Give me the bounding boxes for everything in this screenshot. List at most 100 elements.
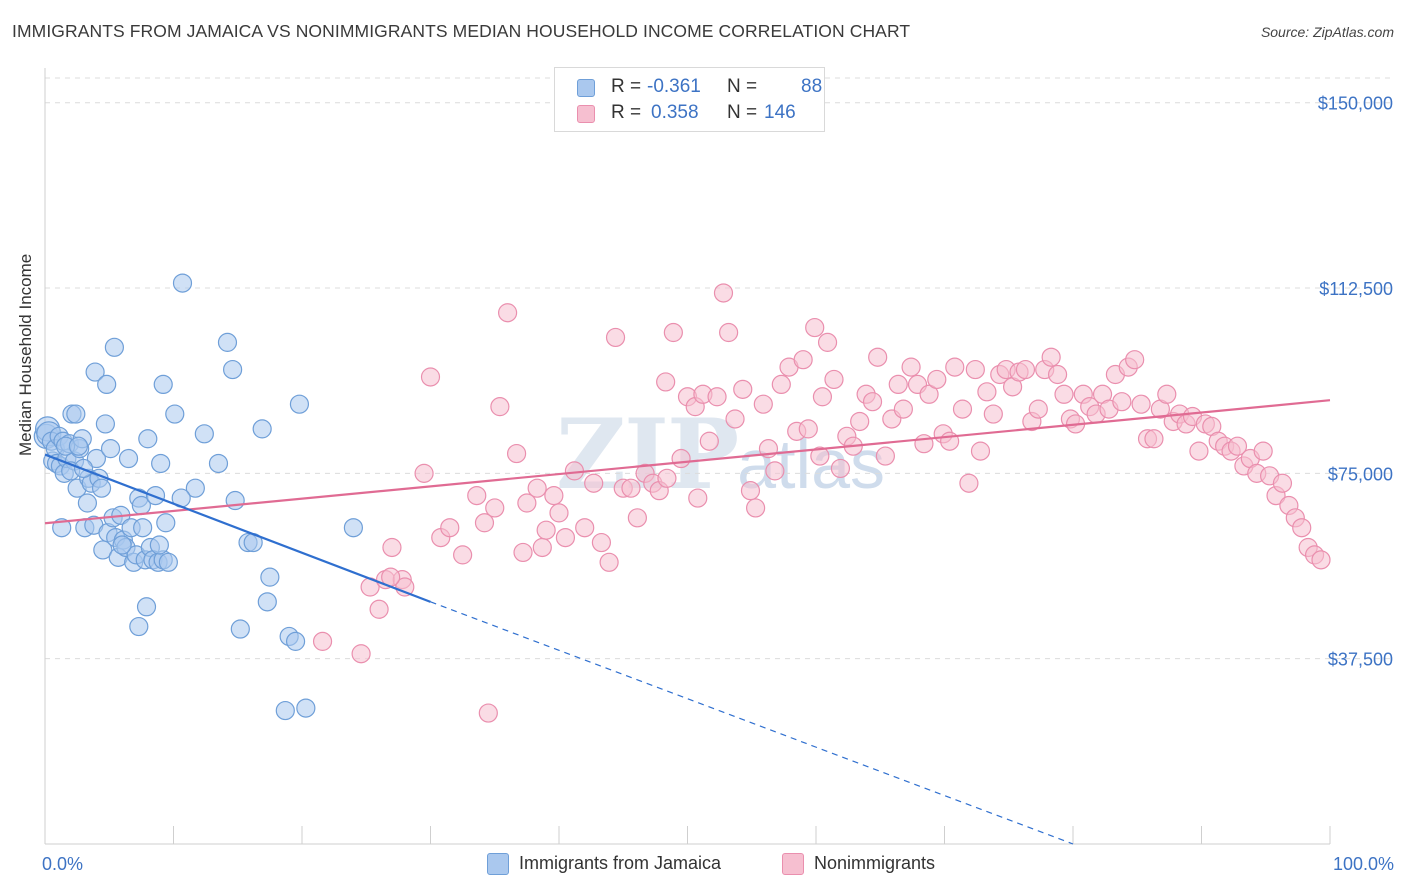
jamaica-point bbox=[118, 448, 139, 469]
nonimmigrants-point bbox=[351, 644, 371, 664]
nonimmigrants-point bbox=[498, 303, 518, 323]
nonimmigrants-point bbox=[919, 384, 939, 404]
nonimmigrants-point bbox=[506, 443, 527, 464]
nonimmigrants-point bbox=[663, 322, 683, 343]
nonimmigrants-point bbox=[868, 347, 888, 367]
jamaica-point bbox=[138, 429, 158, 449]
jamaica-point bbox=[285, 631, 306, 651]
jamaica-point bbox=[85, 362, 105, 382]
nonimmigrants-point bbox=[485, 498, 505, 518]
nonimmigrants-point bbox=[369, 599, 389, 619]
nonimmigrants-point bbox=[1272, 473, 1293, 493]
legend-n-label: N = bbox=[727, 76, 758, 97]
jamaica-point bbox=[133, 518, 153, 538]
correlation-legend: R = -0.361 N = 88 R = 0.358 N = 146 bbox=[554, 67, 825, 132]
legend-r-label: R = bbox=[611, 76, 642, 97]
nonimmigrants-point bbox=[893, 399, 913, 419]
nonimmigrants-point bbox=[875, 446, 895, 466]
nonimmigrants-point bbox=[1015, 359, 1036, 380]
y-tick-label: $75,000 bbox=[1328, 464, 1393, 484]
jamaica-point bbox=[52, 518, 72, 538]
nonimmigrants-point bbox=[555, 527, 576, 548]
nonimmigrants-point bbox=[959, 473, 979, 493]
nonimmigrants-point bbox=[671, 448, 691, 469]
nonimmigrants-point bbox=[817, 332, 838, 352]
jamaica-point bbox=[223, 359, 243, 380]
jamaica-point bbox=[93, 540, 113, 560]
trend-lines bbox=[44, 399, 1331, 845]
jamaica-trend-line bbox=[44, 453, 431, 603]
bottom-legend-label: Nonimmigrants bbox=[814, 853, 936, 873]
jamaica-point bbox=[225, 490, 245, 511]
nonimmigrants-point bbox=[527, 478, 547, 498]
jamaica-point bbox=[91, 478, 112, 498]
nonimmigrants-point bbox=[1041, 347, 1061, 367]
nonimmigrants-point bbox=[699, 431, 719, 451]
watermark: ZIPatlas bbox=[556, 398, 885, 511]
legend-r-value: -0.361 bbox=[647, 76, 701, 97]
nonimmigrants-point bbox=[656, 372, 676, 392]
nonimmigrants-point bbox=[591, 532, 612, 553]
nonimmigrants-point bbox=[983, 404, 1003, 424]
nonimmigrants-point bbox=[584, 473, 604, 493]
nonimmigrants-point bbox=[657, 468, 677, 488]
jamaica-point bbox=[289, 394, 310, 414]
jamaica-point bbox=[100, 439, 121, 459]
nonimmigrants-point bbox=[970, 441, 991, 461]
nonimmigrants-point bbox=[688, 488, 708, 508]
nonimmigrants-point bbox=[824, 369, 844, 390]
nonimmigrants-point bbox=[798, 419, 818, 439]
nonimmigrants-point bbox=[414, 463, 434, 483]
nonimmigrants-point bbox=[945, 357, 965, 377]
nonimmigrants-point bbox=[1189, 441, 1209, 461]
jamaica-point bbox=[185, 478, 205, 498]
nonimmigrants-point bbox=[382, 537, 402, 558]
grid-lines bbox=[45, 77, 1395, 660]
nonimmigrants-point bbox=[810, 446, 830, 466]
jamaica-point bbox=[97, 374, 117, 394]
jamaica-point bbox=[165, 404, 185, 424]
nonimmigrants-point bbox=[1112, 392, 1132, 412]
nonimmigrants-point bbox=[977, 382, 997, 402]
nonimmigrants-point bbox=[850, 411, 870, 432]
nonimmigrants-point bbox=[312, 631, 333, 651]
jamaica-point bbox=[153, 374, 173, 394]
jamaica-point bbox=[230, 619, 250, 639]
nonimmigrants-point bbox=[830, 458, 851, 479]
jamaica-point bbox=[95, 414, 115, 434]
y-tick-label: $112,500 bbox=[1319, 279, 1393, 299]
bottom-legend-swatch-pink bbox=[782, 853, 804, 875]
y-axis-label: Median Household Income bbox=[16, 253, 35, 456]
nonimmigrants-point bbox=[467, 485, 487, 506]
legend-r-label: R = bbox=[611, 102, 642, 123]
nonimmigrants-point bbox=[517, 493, 537, 513]
jamaica-point bbox=[86, 448, 107, 469]
jamaica-points bbox=[33, 273, 363, 721]
nonimmigrants-point bbox=[420, 367, 441, 387]
jamaica-point bbox=[158, 552, 178, 572]
nonimmigrants-point bbox=[536, 520, 556, 540]
nonimmigrants-point bbox=[793, 350, 813, 370]
jamaica-point bbox=[145, 485, 166, 506]
nonimmigrants-point bbox=[1157, 384, 1177, 404]
nonimmigrants-point bbox=[746, 498, 766, 518]
nonimmigrants-point bbox=[549, 503, 569, 523]
nonimmigrants-point bbox=[544, 485, 564, 506]
nonimmigrants-point bbox=[771, 374, 791, 394]
nonimmigrants-point bbox=[965, 359, 985, 380]
nonimmigrants-point bbox=[888, 374, 908, 394]
nonimmigrants-point bbox=[490, 397, 510, 417]
jamaica-point bbox=[149, 535, 169, 555]
nonimmigrants-point bbox=[707, 387, 727, 407]
tick-labels: $37,500 $75,000 $112,500 $150,000 0.0% 100.0% bbox=[42, 94, 1394, 874]
jamaica-point bbox=[296, 698, 316, 718]
nonimmigrants-point bbox=[765, 461, 785, 481]
nonimmigrants-trend-line bbox=[44, 399, 1331, 525]
nonimmigrants-point bbox=[605, 327, 626, 348]
nonimmigrants-point bbox=[1125, 350, 1145, 370]
chart-title: IMMIGRANTS FROM JAMAICA VS NONIMMIGRANTS… bbox=[12, 21, 911, 41]
nonimmigrants-point bbox=[1047, 364, 1068, 385]
jamaica-point bbox=[156, 513, 176, 533]
y-tick-label: $150,000 bbox=[1318, 94, 1393, 114]
